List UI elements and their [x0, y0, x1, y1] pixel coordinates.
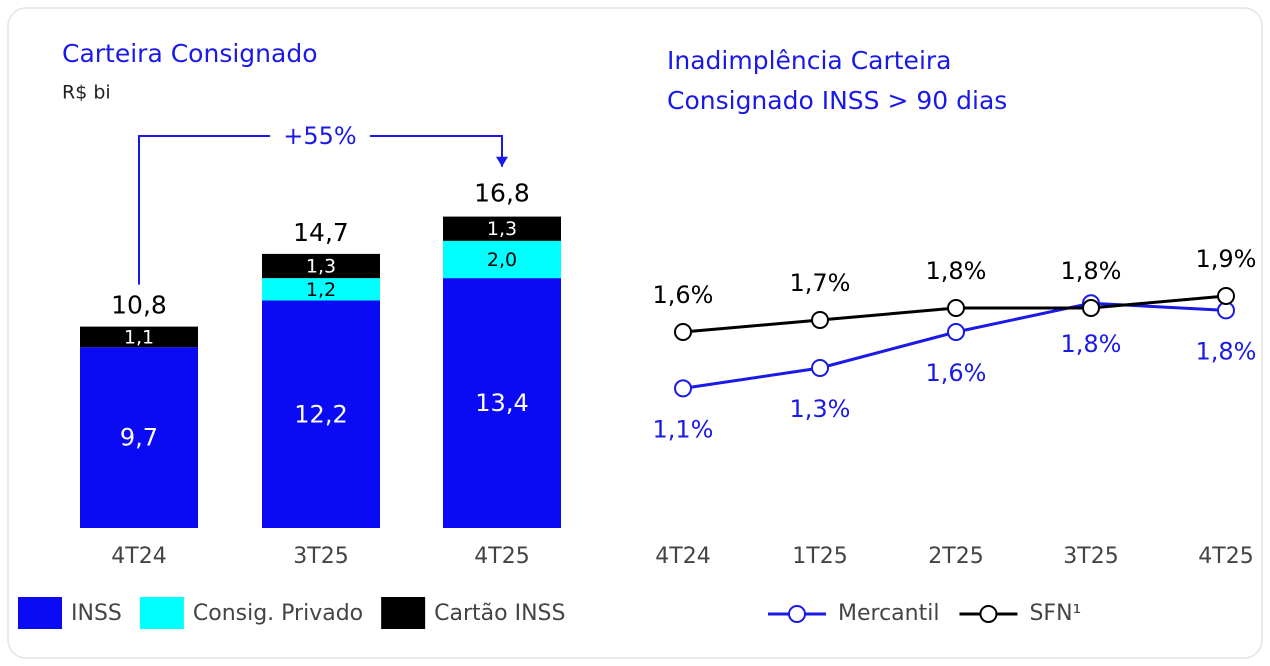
bar-segment	[262, 253, 380, 279]
x-tick-label: 1T25	[792, 544, 847, 569]
value-label: 1,8%	[926, 257, 987, 285]
annotation-bg	[270, 120, 370, 152]
arrow-head	[496, 156, 508, 167]
legend-label: SFN¹	[1029, 601, 1081, 626]
bar-segment	[80, 347, 198, 528]
x-tick-label: 2T25	[928, 544, 983, 569]
point	[947, 299, 965, 317]
value-label: 1,1	[124, 326, 154, 348]
value-label: 1,3%	[790, 395, 851, 423]
x-tick-label: 4T25	[1198, 544, 1253, 569]
value-label: 1,8%	[1061, 257, 1122, 285]
x-tick-label: 3T25	[293, 544, 348, 569]
value-label: 1,3	[487, 218, 517, 240]
point	[674, 379, 692, 398]
legend-label: Consig. Privado	[193, 601, 363, 626]
title-line: Inadimplência Carteira	[667, 46, 952, 75]
total-label: 14,7	[293, 218, 349, 247]
value-label: 12,2	[294, 400, 347, 428]
point	[674, 323, 692, 341]
bar-segment	[443, 240, 561, 279]
title-line: Consignado INSS > 90 dias	[667, 86, 1007, 115]
value-label: 1,1%	[653, 415, 714, 443]
bar-segment	[262, 278, 380, 301]
legend-marker	[979, 605, 998, 623]
point	[811, 311, 829, 329]
value-label: 1,3	[306, 256, 336, 278]
value-label: 1,6%	[653, 281, 714, 309]
bar-segment	[443, 278, 561, 528]
legend-marker	[788, 605, 806, 623]
legend-label: Cartão INSS	[434, 601, 565, 626]
bar-subtitle: R$ bi	[62, 82, 111, 104]
point	[947, 323, 965, 341]
legend-swatch	[139, 597, 184, 629]
legend-swatch	[18, 597, 62, 629]
value-label: 1,8%	[1061, 330, 1122, 358]
value-label: 2,0	[487, 249, 517, 271]
total-label: 10,8	[111, 291, 167, 320]
bar-segment	[80, 326, 198, 348]
annotation: +55%	[283, 122, 356, 150]
point	[811, 359, 829, 377]
legend-label: INSS	[71, 601, 122, 626]
legend-swatch	[381, 597, 426, 629]
x-tick-label: 4T24	[111, 544, 166, 569]
value-label: 13,4	[475, 389, 528, 417]
value-label: 1,2	[306, 279, 336, 301]
x-tick-label: 3T25	[1063, 544, 1118, 569]
value-label: 1,8%	[1196, 337, 1257, 365]
point	[1217, 287, 1235, 305]
bar-segment	[262, 300, 380, 528]
value-label: 1,7%	[790, 269, 851, 297]
x-tick-label: 4T24	[655, 544, 710, 569]
line-title: Inadimplência Carteira Consignado INSS > …	[667, 46, 1007, 115]
bar-segment	[443, 216, 561, 241]
x-tick-label: 4T25	[474, 544, 529, 569]
point	[1082, 299, 1100, 317]
value-label: 1,6%	[926, 359, 987, 387]
legend-label: Mercantil	[838, 601, 939, 626]
bar-title: Carteira Consignado	[62, 39, 318, 68]
value-label: 1,9%	[1196, 245, 1257, 273]
value-label: 9,7	[120, 424, 158, 452]
total-label: 16,8	[474, 179, 530, 208]
